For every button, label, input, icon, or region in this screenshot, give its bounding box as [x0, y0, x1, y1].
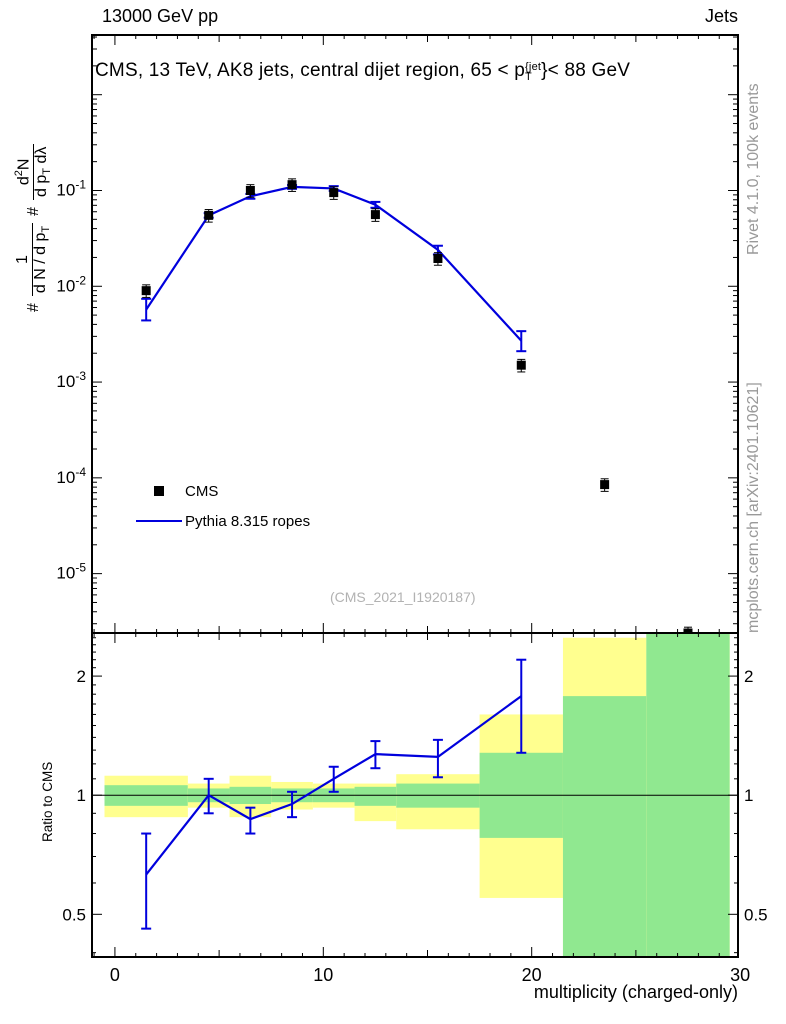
x-tick-label: 20 [522, 965, 542, 985]
ratio-y-tick-label: 0.5 [62, 905, 86, 924]
ratio-y-axis-label: Ratio to CMS [40, 761, 55, 842]
cms-data-point [370, 210, 380, 220]
y-tick-label: 10-3 [56, 369, 86, 391]
legend-item-cms: CMS [133, 480, 310, 502]
rivet-version-text: Rivet 4.1.0, 100k events [745, 83, 762, 255]
cms-data-point [141, 286, 151, 296]
axis-ticks [92, 35, 738, 957]
x-tick-label: 0 [110, 965, 120, 985]
fraction-d2n-over-dptdlambda: d2N d pT dλ [13, 143, 54, 200]
ratio-y-tick-label: 1 [744, 786, 753, 805]
y-axis-label: # 1 d N / d pT # d2N d pT dλ [13, 143, 54, 312]
hash-symbol: # [24, 206, 42, 216]
plot-title-text: CMS, 13 TeV, AK8 jets, central dijet reg… [95, 60, 526, 81]
legend-cms-label: CMS [185, 482, 219, 500]
y-tick-label: 10-4 [56, 465, 86, 487]
legend: CMS Pythia 8.315 ropes [133, 480, 310, 532]
band-green [354, 786, 397, 806]
cms-data-point [433, 253, 443, 263]
ratio-y-tick-label: 2 [744, 667, 753, 686]
cms-data-point [683, 628, 693, 633]
plot-title-sup: {jet [525, 61, 542, 73]
fraction-one-over-dndpt: 1 d N / d pT [14, 222, 53, 297]
ratio-y-tick-label: 0.5 [744, 905, 768, 924]
cms-data-point [245, 185, 255, 195]
cms-data-point [287, 180, 297, 190]
axis-tick-labels: 0 10 20 30 10-1 10-2 10-3 10-4 10-5 0.5 0.5 1 1 2 2 [56, 177, 767, 985]
x-axis-label: multiplicity (charged-only) [533, 982, 738, 1002]
band-green [562, 696, 647, 957]
analysis-group-label: Jets [704, 6, 738, 26]
x-tick-label: 10 [313, 965, 333, 985]
hash-symbol: # [24, 303, 42, 312]
cms-data-point [329, 188, 339, 198]
legend-item-mc: Pythia 8.315 ropes [133, 510, 310, 532]
ratio-y-tick-label: 1 [77, 786, 86, 805]
mc-line-icon [133, 520, 185, 522]
cms-data-point [204, 210, 214, 220]
ratio-y-tick-label: 2 [77, 667, 86, 686]
cms-data-point [516, 360, 526, 370]
beam-energy-label: 13000 GeV pp [102, 6, 219, 26]
plot-title-supsub: {jet T [525, 61, 542, 83]
mc-ratio-line [145, 695, 522, 876]
main-curves [141, 178, 693, 633]
y-tick-label: 10-1 [56, 177, 86, 199]
top-panel-frame [91, 34, 739, 634]
cms-data-point [600, 480, 610, 490]
ratio-curve [92, 658, 738, 930]
legend-mc-label: Pythia 8.315 ropes [185, 512, 311, 530]
y-tick-label: 10-2 [56, 273, 86, 295]
mcplots-reference-text: mcplots.cern.ch [arXiv:2401.10621] [745, 382, 762, 633]
y-tick-label: 10-5 [56, 561, 86, 583]
mc-line [145, 185, 523, 342]
plot-title: CMS, 13 TeV, AK8 jets, central dijet reg… [95, 60, 631, 83]
plot-title-post: }< 88 GeV [541, 60, 631, 81]
watermark: (CMS_2021_I1920187) [330, 589, 476, 605]
cms-marker-icon [133, 486, 185, 496]
x-tick-label: 30 [730, 965, 750, 985]
plot-title-sub: T [525, 71, 532, 83]
